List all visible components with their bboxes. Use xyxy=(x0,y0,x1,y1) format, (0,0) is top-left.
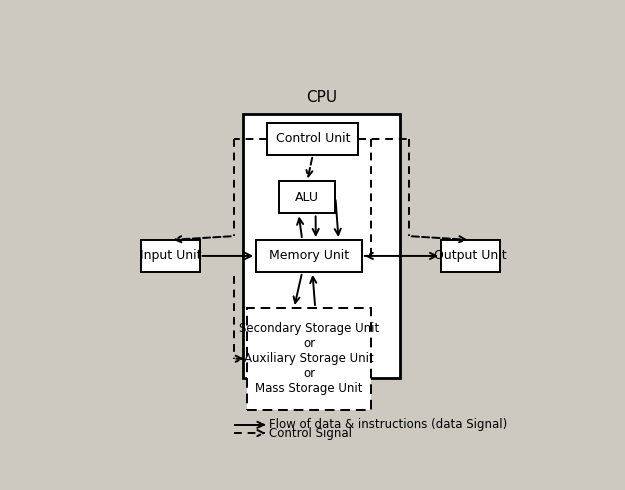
Text: ALU: ALU xyxy=(295,191,319,204)
Bar xyxy=(247,308,371,410)
Text: Secondary Storage Unit
or
Auxiliary Storage Unit
or
Mass Storage Unit: Secondary Storage Unit or Auxiliary Stor… xyxy=(239,322,379,395)
Text: Output Unit: Output Unit xyxy=(434,249,507,263)
Bar xyxy=(243,114,399,378)
Text: Control Signal: Control Signal xyxy=(269,427,352,440)
Text: CPU: CPU xyxy=(306,90,337,105)
Bar xyxy=(256,240,362,272)
Text: Flow of data & instructions (data Signal): Flow of data & instructions (data Signal… xyxy=(269,418,508,431)
Text: Control Unit: Control Unit xyxy=(276,132,350,146)
Bar xyxy=(279,181,336,214)
Bar xyxy=(268,123,358,155)
Text: Input Unit: Input Unit xyxy=(139,249,201,263)
Bar xyxy=(141,240,199,272)
Bar xyxy=(441,240,499,272)
Text: Memory Unit: Memory Unit xyxy=(269,249,349,263)
